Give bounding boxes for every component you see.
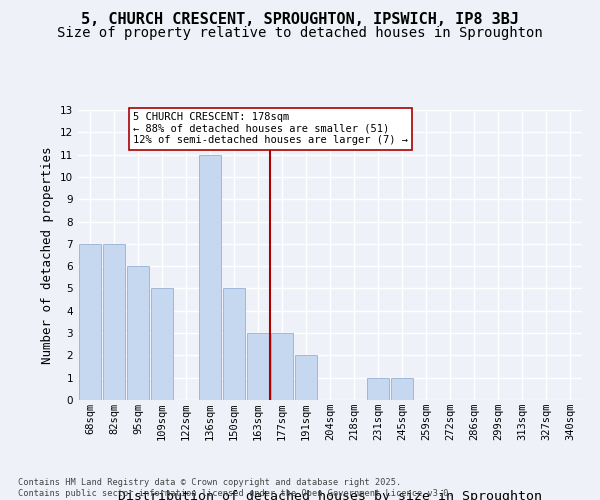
Text: Size of property relative to detached houses in Sproughton: Size of property relative to detached ho… bbox=[57, 26, 543, 40]
Text: 5, CHURCH CRESCENT, SPROUGHTON, IPSWICH, IP8 3BJ: 5, CHURCH CRESCENT, SPROUGHTON, IPSWICH,… bbox=[81, 12, 519, 28]
Text: 5 CHURCH CRESCENT: 178sqm
← 88% of detached houses are smaller (51)
12% of semi-: 5 CHURCH CRESCENT: 178sqm ← 88% of detac… bbox=[133, 112, 408, 146]
Bar bbox=[223, 288, 245, 400]
Bar bbox=[151, 288, 173, 400]
Bar bbox=[247, 333, 269, 400]
Bar bbox=[271, 333, 293, 400]
Bar bbox=[295, 356, 317, 400]
Y-axis label: Number of detached properties: Number of detached properties bbox=[41, 146, 55, 364]
Bar bbox=[79, 244, 101, 400]
Bar bbox=[391, 378, 413, 400]
X-axis label: Distribution of detached houses by size in Sproughton: Distribution of detached houses by size … bbox=[118, 490, 542, 500]
Bar bbox=[127, 266, 149, 400]
Bar bbox=[103, 244, 125, 400]
Bar bbox=[199, 154, 221, 400]
Bar bbox=[367, 378, 389, 400]
Text: Contains HM Land Registry data © Crown copyright and database right 2025.
Contai: Contains HM Land Registry data © Crown c… bbox=[18, 478, 454, 498]
